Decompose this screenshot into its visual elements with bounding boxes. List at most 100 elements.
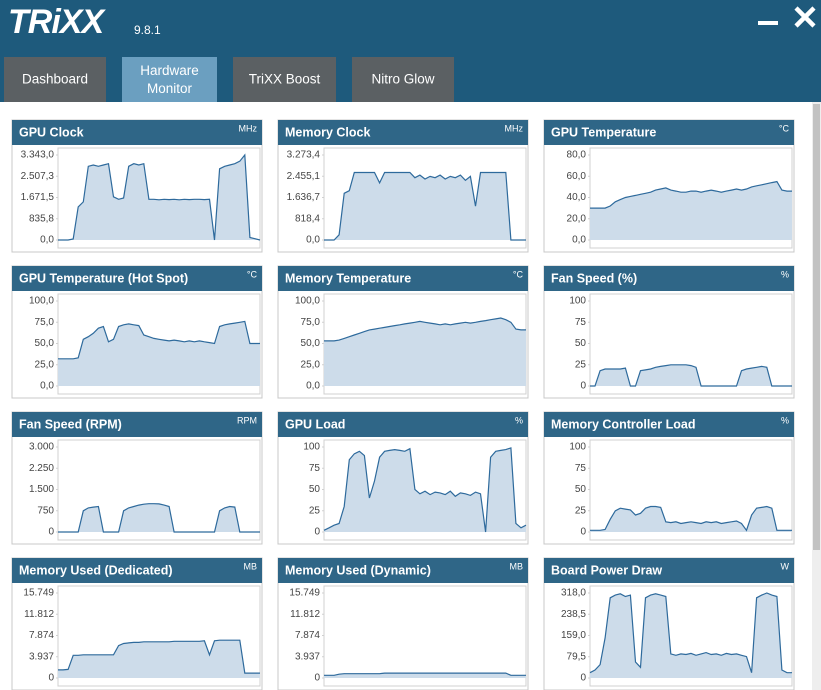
area-line (590, 364, 792, 387)
panel-title-bar (278, 558, 528, 583)
tab-label[interactable]: Dashboard (22, 72, 88, 87)
area-fill (324, 673, 526, 678)
panel-title-bar (544, 412, 794, 437)
panel-unit: °C (513, 269, 524, 279)
y-tick-label: 25 (575, 505, 587, 516)
area-fill (590, 364, 792, 386)
y-tick-label: 100,0 (29, 296, 54, 307)
panel-unit: MB (510, 561, 524, 571)
panel-unit: RPM (237, 415, 257, 425)
area-line (324, 317, 526, 342)
panel-title: GPU Load (285, 417, 345, 431)
tab-label[interactable]: Nitro Glow (371, 72, 434, 87)
panel-title: Memory Controller Load (551, 417, 695, 431)
y-tick-label: 100 (569, 442, 586, 453)
panel-title: GPU Temperature (551, 125, 656, 139)
tab[interactable] (233, 57, 336, 102)
area-fill (324, 172, 526, 240)
y-tick-label: 11.812 (290, 609, 320, 620)
panel-title: Memory Clock (285, 125, 370, 139)
y-tick-label: 7.874 (29, 630, 54, 641)
y-tick-label: 100 (569, 296, 586, 307)
tab[interactable] (122, 57, 217, 102)
y-tick-label: 79,5 (567, 651, 587, 662)
panel-title: GPU Temperature (Hot Spot) (19, 271, 188, 285)
panel-unit: MHz (505, 123, 524, 133)
panel-title-bar (12, 412, 262, 437)
y-tick-label: 0 (580, 527, 586, 538)
y-tick-label: 1.671,5 (21, 192, 55, 203)
y-tick-label: 0 (314, 673, 320, 684)
scrollbar-thumb[interactable] (813, 104, 820, 550)
panel-title-bar (278, 412, 528, 437)
panel-title-bar (278, 120, 528, 145)
panel-unit: % (515, 415, 523, 425)
version: 9.8.1 (134, 23, 161, 37)
panel-title: Memory Temperature (285, 271, 411, 285)
y-tick-label: 7.874 (295, 630, 320, 641)
tab[interactable] (352, 57, 454, 102)
panel-title: Fan Speed (RPM) (19, 417, 122, 431)
panel-title: Board Power Draw (551, 563, 662, 577)
tab-label[interactable]: TriXX Boost (249, 72, 321, 87)
y-tick-label: 0,0 (306, 381, 320, 392)
plot-area (323, 585, 527, 687)
panel-title-bar (12, 120, 262, 145)
y-tick-label: 100 (303, 442, 320, 453)
y-tick-label: 11.812 (24, 609, 54, 620)
y-tick-label: 238,5 (561, 609, 586, 620)
panel-title: Fan Speed (%) (551, 271, 637, 285)
y-tick-label: 3.343,0 (21, 150, 55, 161)
y-tick-label: 75,0 (35, 317, 55, 328)
y-tick-label: 835,8 (29, 213, 54, 224)
tab[interactable] (4, 57, 106, 102)
panel-unit: W (781, 561, 790, 571)
y-tick-label: 60,0 (567, 171, 587, 182)
area-fill (58, 321, 260, 386)
panel-title-bar (12, 266, 262, 291)
y-tick-label: 3.937 (29, 651, 54, 662)
y-tick-label: 0,0 (40, 381, 54, 392)
y-tick-label: 2.455,1 (287, 171, 321, 182)
panel-unit: MB (244, 561, 258, 571)
area-fill (590, 181, 792, 240)
area-line (58, 639, 260, 674)
panel-unit: % (781, 415, 789, 425)
area-line (590, 505, 792, 532)
area-line (324, 672, 526, 676)
panel-title: Memory Used (Dynamic) (285, 563, 431, 577)
y-tick-label: 50,0 (35, 338, 55, 349)
y-tick-label: 25,0 (35, 359, 55, 370)
y-tick-label: 25 (575, 359, 587, 370)
y-tick-label: 750 (37, 505, 54, 516)
panel-unit: °C (779, 123, 790, 133)
close-button[interactable] (794, 6, 816, 28)
tab-label[interactable]: Hardware Monitor (140, 63, 199, 96)
area-fill (58, 155, 260, 240)
area-fill (58, 640, 260, 678)
minimize-button[interactable] (758, 21, 778, 25)
y-tick-label: 0 (580, 381, 586, 392)
y-tick-label: 100,0 (295, 296, 320, 307)
area-line (58, 503, 260, 533)
y-tick-label: 15.749 (23, 588, 54, 599)
panel-title: Memory Used (Dedicated) (19, 563, 173, 577)
y-tick-label: 2.250 (29, 463, 54, 474)
y-tick-label: 0 (48, 527, 54, 538)
panel-title-bar (544, 558, 794, 583)
y-tick-label: 3.000 (29, 442, 54, 453)
panel-title: GPU Clock (19, 125, 84, 139)
y-tick-label: 20,0 (567, 213, 587, 224)
y-tick-label: 75 (309, 463, 321, 474)
y-tick-label: 818,4 (295, 213, 320, 224)
y-tick-label: 50 (309, 484, 321, 495)
y-tick-label: 80,0 (567, 150, 587, 161)
y-tick-label: 318,0 (561, 588, 586, 599)
area-line (323, 447, 527, 533)
panel-title-bar (544, 266, 794, 291)
y-tick-label: 75,0 (301, 317, 321, 328)
y-tick-label: 3.273,4 (287, 150, 321, 161)
area-fill (324, 318, 526, 386)
y-tick-label: 0 (580, 673, 586, 684)
